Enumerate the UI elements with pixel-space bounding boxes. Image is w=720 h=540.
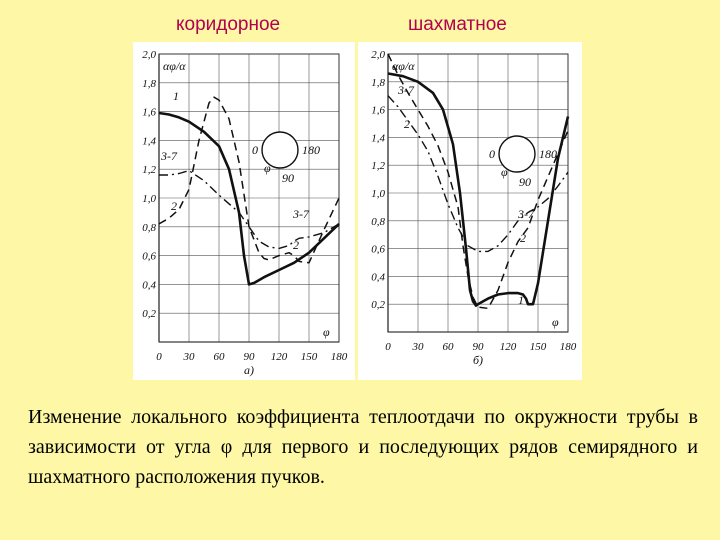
tube-circle-icon bbox=[498, 135, 536, 173]
series-line-2 bbox=[158, 96, 340, 264]
x-tick-label: 0 bbox=[156, 351, 162, 363]
figure-caption: Изменение локального коэффициента теплоо… bbox=[28, 406, 698, 488]
y-tick-label: 2,0 bbox=[371, 49, 385, 61]
series-label-3-7-secondary: 3-7 bbox=[292, 207, 310, 221]
panel-label: а) bbox=[244, 363, 254, 377]
y-axis-label: αφ/α bbox=[163, 59, 186, 73]
chart-corridor: 0 30 60 90 120 150 1800,20,40,60,81,01,21,41,6… bbox=[142, 49, 348, 377]
x-axis-label: φ bbox=[552, 315, 559, 329]
x-tick-label: 60 bbox=[443, 341, 455, 353]
y-tick-label: 0,4 bbox=[371, 271, 385, 283]
y-tick-label: 1,4 bbox=[142, 135, 156, 147]
inset-label-phi: φ bbox=[264, 161, 271, 175]
plot-frame bbox=[387, 53, 569, 333]
inset-label-180: 180 bbox=[539, 147, 557, 161]
y-axis-label: αφ/α bbox=[392, 59, 415, 73]
y-tick-label: 1,6 bbox=[142, 107, 156, 119]
heading-corridor: коридорное bbox=[176, 14, 281, 35]
inset-label-90: 90 bbox=[519, 175, 531, 189]
y-tick-label: 1,2 bbox=[371, 160, 385, 172]
series-label-1: 1 bbox=[518, 293, 524, 307]
inset-label-0: 0 bbox=[252, 143, 258, 157]
x-axis-label: φ bbox=[323, 325, 330, 339]
series-line-2 bbox=[387, 53, 569, 310]
series-label-3-7: 3-7 bbox=[160, 149, 178, 163]
y-tick-label: 1,0 bbox=[371, 188, 385, 200]
series-label-1: 1 bbox=[173, 89, 179, 103]
series-label-3-7-secondary: 3-7 bbox=[517, 207, 535, 221]
series-line-1 bbox=[158, 111, 340, 286]
y-tick-label: 0,2 bbox=[142, 308, 156, 320]
y-tick-label: 1,2 bbox=[142, 164, 156, 176]
x-tick-label: 180 bbox=[560, 341, 577, 353]
tube-circle-icon bbox=[261, 131, 299, 169]
series-label-2-secondary: 2 bbox=[404, 117, 410, 131]
inset-label-90: 90 bbox=[282, 171, 294, 185]
x-tick-label: 30 bbox=[412, 341, 425, 353]
y-tick-label: 0,6 bbox=[371, 244, 385, 256]
x-tick-label: 180 bbox=[331, 351, 348, 363]
y-tick-label: 1,8 bbox=[142, 78, 156, 90]
plot-frame bbox=[158, 53, 340, 343]
chart-panel-corridor: 0 30 60 90 120 150 180 0,2 0,4 0,6 0,8 1,0 1,2 1,4 1,6… bbox=[133, 42, 355, 380]
x-tick-label: 60 bbox=[214, 351, 226, 363]
y-tick-label: 0,8 bbox=[371, 216, 385, 228]
y-tick-label: 1,6 bbox=[371, 105, 385, 117]
x-tick-label: 120 bbox=[271, 351, 288, 363]
heading-staggered: шахматное bbox=[408, 14, 507, 35]
series-line-3-7 bbox=[159, 169, 340, 250]
inset-label-180: 180 bbox=[302, 143, 320, 157]
y-tick-label: 1,8 bbox=[371, 77, 385, 89]
y-tick-label: 2,0 bbox=[142, 49, 156, 61]
y-tick-label: 1,4 bbox=[371, 132, 385, 144]
series-label-2: 2 bbox=[171, 199, 177, 213]
x-tick-label: 90 bbox=[473, 341, 485, 353]
x-tick-label: 0 bbox=[385, 341, 391, 353]
series-label-3-7: 3-7 bbox=[397, 83, 415, 97]
series-line-3-7 bbox=[387, 95, 569, 253]
panel-label: б) bbox=[473, 353, 483, 367]
inset-label-0: 0 bbox=[489, 147, 495, 161]
x-tick-label: 30 bbox=[183, 351, 196, 363]
y-tick-label: 0,4 bbox=[142, 279, 156, 291]
x-tick-label: 120 bbox=[500, 341, 517, 353]
chart-panel-staggered: 0 30 60 90 120 150 180 0,2 0,4 0,6 0,8 1,0 1,2 1,4 1,6… bbox=[358, 42, 582, 380]
x-tick-label: 150 bbox=[530, 341, 547, 353]
series-line-1 bbox=[387, 72, 570, 307]
y-tick-label: 0,8 bbox=[142, 222, 156, 234]
series-label-2: 2 bbox=[520, 231, 526, 245]
y-tick-label: 0,6 bbox=[142, 251, 156, 263]
chart-staggered: 0 30 60 90 120 150 1800,20,40,60,81,01,21,41,6… bbox=[371, 49, 577, 367]
x-tick-label: 150 bbox=[301, 351, 318, 363]
y-tick-label: 1,0 bbox=[142, 193, 156, 205]
series-label-2-secondary: 2 bbox=[293, 238, 299, 252]
y-tick-label: 0,2 bbox=[371, 299, 385, 311]
x-tick-label: 90 bbox=[244, 351, 256, 363]
inset-label-phi: φ bbox=[501, 165, 508, 179]
